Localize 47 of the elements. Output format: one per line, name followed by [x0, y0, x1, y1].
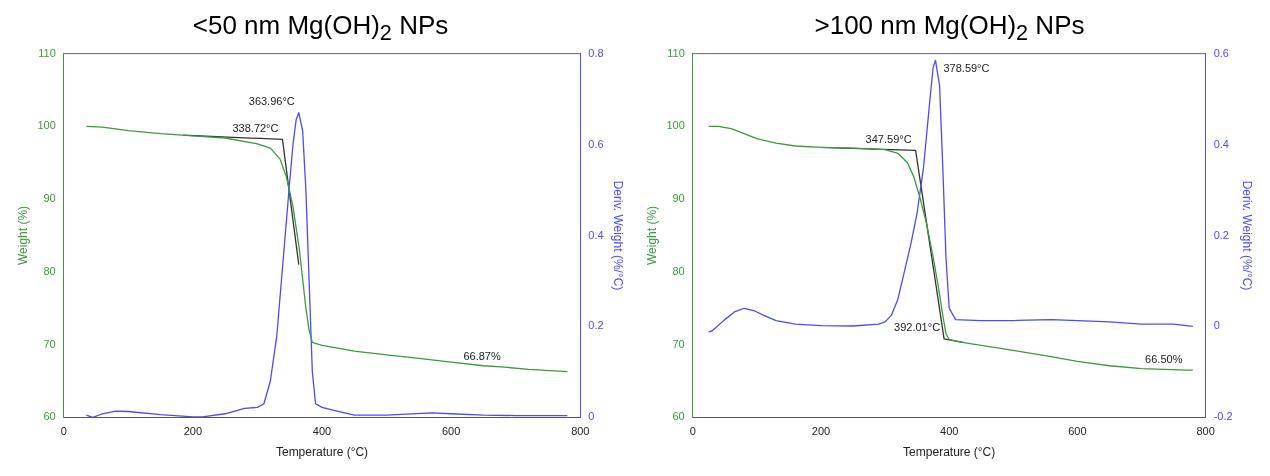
chart-title: <50 nm Mg(OH)$_{2}$ NPs	[191, 9, 450, 46]
y-tick-label: 80	[672, 264, 685, 277]
x-tick-label: 600	[441, 425, 461, 438]
y-tick-label: 60	[43, 410, 56, 423]
x-tick-label: 0	[689, 425, 696, 438]
x-axis-title: Temperature (°C)	[903, 445, 996, 460]
y2-tick-label: 0.4	[1213, 137, 1229, 150]
y2-axis-title: Deriv. Weight (%/°C)	[611, 180, 626, 291]
y-axis-title: Weight (%)	[644, 205, 659, 266]
y-tick-label: 90	[43, 192, 56, 205]
y-tick-label: 100	[666, 119, 685, 132]
y-tick-label: 100	[37, 119, 56, 132]
y2-axis-title: Deriv. Weight (%/°C)	[1240, 180, 1255, 291]
x-tick-label: 400	[312, 425, 332, 438]
y-tick-label: 60	[672, 410, 685, 423]
y2-tick-label: 0	[1213, 319, 1220, 332]
x-tick-label: 400	[940, 425, 959, 438]
x-tick-label: 800	[1196, 425, 1215, 438]
y2-tick-label: 0.6	[588, 137, 604, 150]
annotation: 392.01°C	[894, 321, 941, 334]
annotation: 66.50%	[1145, 352, 1183, 365]
annotation: 378.59°C	[943, 61, 990, 74]
y-tick-label: 70	[43, 337, 56, 350]
y2-tick-label: 0.6	[1213, 46, 1229, 59]
annotation: 66.87%	[463, 349, 501, 362]
y-tick-label: 110	[38, 46, 56, 59]
y2-tick-label: 0.8	[588, 46, 604, 59]
x-tick-label: 600	[1068, 425, 1087, 438]
y2-tick-label: 0.4	[588, 228, 604, 241]
annotation: 347.59°C	[865, 132, 912, 145]
y2-tick-label: 0.2	[588, 319, 604, 332]
annotation: 363.96°C	[248, 95, 295, 108]
annotation: 338.72°C	[232, 121, 279, 134]
x-tick-label: 800	[571, 425, 590, 438]
y2-tick-label: 0	[588, 410, 595, 423]
x-tick-label: 200	[183, 425, 203, 438]
y-tick-label: 90	[672, 192, 685, 205]
y2-tick-label: -0.2	[1213, 410, 1233, 423]
y-tick-label: 70	[672, 337, 685, 350]
y-axis-title: Weight (%)	[15, 205, 30, 266]
x-tick-label: 0	[60, 425, 67, 438]
x-axis-title: Temperature (°C)	[275, 445, 369, 460]
y-tick-label: 80	[43, 264, 56, 277]
y-tick-label: 110	[667, 46, 685, 59]
y2-tick-label: 0.2	[1213, 228, 1229, 241]
x-tick-label: 200	[811, 425, 831, 438]
chart-title: >100 nm Mg(OH)$_{2}$ NPs	[813, 9, 1086, 46]
